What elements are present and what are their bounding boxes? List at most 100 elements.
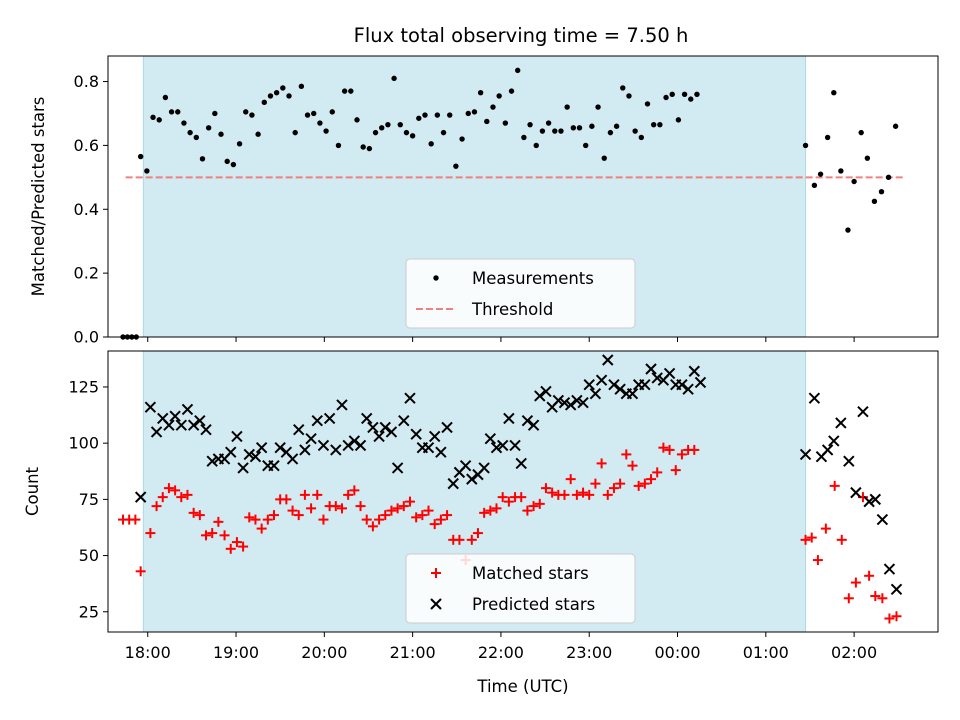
predicted-star-point	[863, 495, 875, 508]
predicted-star-point	[293, 423, 305, 436]
measurement-point	[817, 171, 824, 177]
predicted-stars-points	[134, 354, 903, 595]
matched-star-point	[269, 510, 279, 521]
matched-star-point	[658, 442, 669, 453]
measurement-point	[144, 168, 150, 174]
measurement-point	[527, 121, 533, 128]
measurement-point	[638, 134, 645, 141]
matched-star-point	[621, 449, 632, 460]
predicted-star-point	[583, 379, 595, 391]
measurement-point	[838, 168, 844, 174]
measurement-point	[477, 90, 484, 96]
matched-star-point	[633, 480, 644, 491]
matched-star-point	[850, 577, 861, 588]
predicted-star-point	[225, 446, 237, 458]
measurement-point	[508, 88, 515, 94]
predicted-star-point	[663, 367, 676, 380]
measurement-point	[582, 142, 589, 149]
bottom-y-tick-label: 25	[79, 602, 99, 621]
measurement-point	[212, 110, 218, 117]
bottom-y-tick-label: 100	[68, 434, 99, 453]
predicted-star-point	[169, 410, 181, 422]
measurement-point	[341, 88, 348, 94]
measurement-point	[601, 155, 607, 161]
matched-star-point	[355, 501, 366, 512]
predicted-star-point	[890, 583, 903, 595]
predicted-star-point	[843, 455, 855, 467]
matched-star-point	[615, 478, 626, 489]
matched-star-point	[454, 534, 465, 545]
measurement-point	[864, 155, 871, 161]
predicted-star-point	[883, 563, 896, 575]
measurement-point	[811, 182, 818, 189]
predicted-star-point	[435, 446, 447, 458]
measurement-point	[533, 142, 539, 149]
matched-star-point	[231, 537, 242, 548]
matched-star-point	[820, 523, 831, 534]
predicted-star-point	[323, 412, 336, 425]
predicted-star-point	[694, 376, 707, 389]
measurement-point	[558, 128, 564, 134]
top-y-tick-label: 0.6	[74, 136, 99, 155]
measurement-point	[397, 121, 403, 128]
measurement-point	[576, 125, 583, 131]
matched-star-point	[201, 530, 212, 541]
predicted-star-point	[799, 448, 812, 461]
matched-star-point	[343, 489, 354, 500]
measurement-point	[447, 112, 453, 118]
predicted-star-point	[373, 430, 385, 443]
matched-star-point	[829, 480, 840, 491]
predicted-star-point	[144, 401, 157, 413]
x-tick-label: 19:00	[213, 643, 259, 662]
predicted-star-point	[181, 403, 194, 416]
measurement-point	[465, 110, 471, 117]
measurement-point	[589, 123, 595, 129]
measurement-point	[162, 94, 169, 101]
matched-star-point	[219, 530, 230, 541]
predicted-star-point	[255, 441, 268, 454]
measurement-point	[595, 104, 601, 110]
predicted-star-point	[608, 379, 620, 391]
matched-star-point	[652, 467, 663, 478]
measurement-point	[249, 112, 255, 118]
matched-star-point	[130, 514, 141, 525]
bottom-y-tick-label: 50	[79, 546, 99, 565]
matched-star-point	[864, 570, 875, 581]
matched-star-point	[479, 507, 490, 518]
measurement-point	[255, 131, 261, 137]
predicted-star-point	[626, 388, 639, 400]
measurement-point	[354, 117, 360, 123]
matched-star-point	[157, 492, 168, 503]
matched-star-point	[870, 591, 881, 602]
predicted-star-point	[564, 399, 577, 411]
measurement-point	[218, 131, 224, 137]
measurement-point	[539, 128, 546, 134]
measurement-point	[391, 75, 397, 82]
top-y-tick-label: 0.8	[74, 72, 99, 91]
matched-star-point	[503, 496, 514, 507]
measurement-point	[620, 85, 626, 91]
matched-star-point	[163, 483, 174, 494]
measurement-point	[502, 120, 509, 126]
matched-star-point	[392, 503, 403, 514]
x-tick-label: 18:00	[125, 643, 171, 662]
measurement-point	[335, 142, 342, 149]
measurement-point	[650, 121, 657, 128]
measurement-point	[521, 134, 527, 141]
matched-star-point	[534, 498, 545, 509]
matched-star-point	[627, 460, 638, 471]
matched-star-point	[312, 489, 323, 500]
matched-star-point	[664, 444, 675, 455]
bottom-y-axis-label: Count	[23, 466, 42, 516]
matched-star-point	[466, 534, 477, 545]
measurement-point	[422, 112, 428, 118]
predicted-star-point	[540, 385, 552, 398]
predicted-star-point	[330, 444, 342, 456]
predicted-star-point	[527, 419, 540, 431]
predicted-star-point	[163, 419, 175, 431]
matched-star-point	[398, 501, 409, 512]
measurement-point	[675, 117, 682, 123]
top-panel: 0.00.20.40.60.8 Matched/Predicted stars …	[29, 55, 939, 347]
matched-star-point	[596, 458, 607, 469]
predicted-star-point	[821, 444, 834, 456]
